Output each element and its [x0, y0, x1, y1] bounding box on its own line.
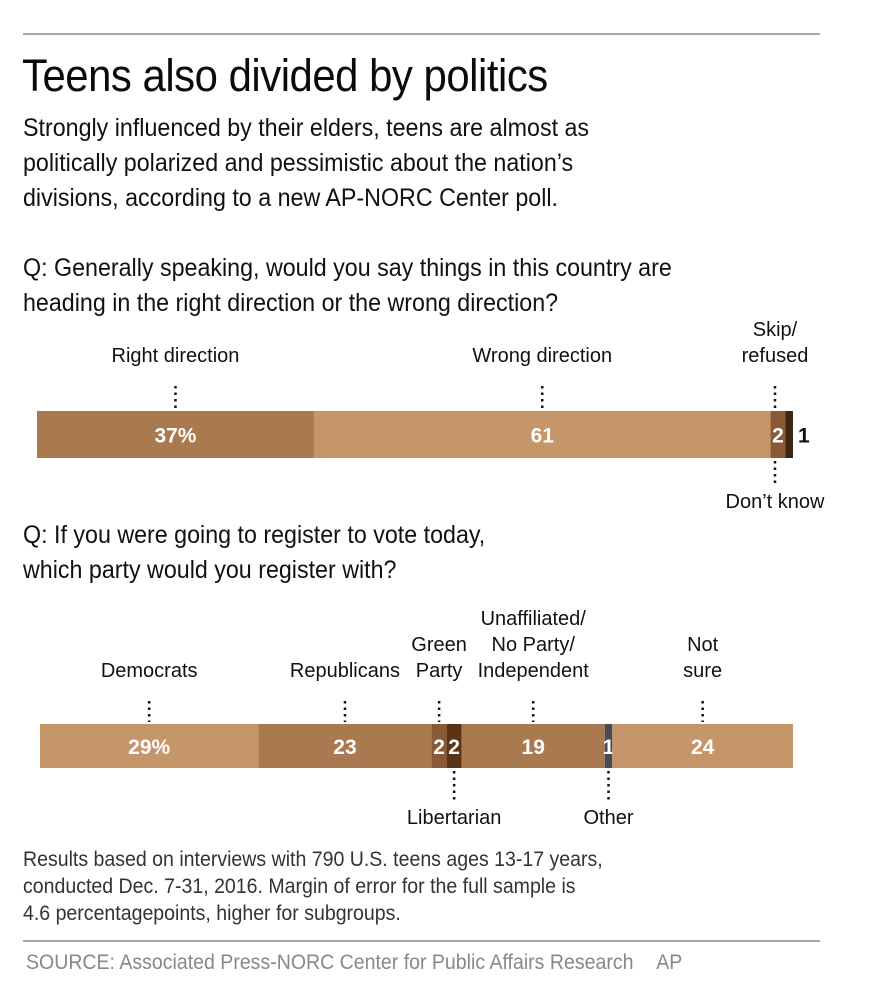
bar-segment-unaffiliated-no-party-independent [461, 724, 605, 768]
category-label-don-t-know: Don’t know [726, 491, 825, 513]
footer-rule [23, 940, 820, 942]
subtitle-line: politically polarized and pessimistic ab… [23, 149, 574, 177]
note-line: conducted Dec. 7-31, 2016. Margin of err… [23, 875, 576, 898]
value-label-wrong-direction: 61 [531, 425, 555, 448]
category-label-unaffiliated-no-party-independent: Independent [478, 660, 590, 682]
source-line: SOURCE: Associated Press-NORC Center for… [26, 951, 682, 975]
bar-segment-not-sure [612, 724, 793, 768]
value-label-not-sure: 24 [691, 736, 715, 759]
value-label-green-party: 2 [433, 736, 445, 759]
bar-segment-democrats [40, 724, 259, 768]
value-label-skip-refused: 1 [798, 425, 810, 448]
chart-title: Teens also divided by politics [22, 50, 548, 101]
category-label-unaffiliated-no-party-independent: Unaffiliated/ [481, 608, 587, 630]
bar-segment-other [604, 724, 613, 768]
top-rule [23, 33, 820, 35]
bar-segment-don-t-know [770, 411, 786, 458]
category-label-right-direction: Right direction [112, 345, 240, 367]
note-line: 4.6 percentagepoints, higher for subgrou… [23, 902, 401, 925]
subtitle-line: divisions, according to a new AP-NORC Ce… [23, 184, 558, 212]
value-label-right-direction: 37% [154, 425, 196, 448]
question-2-line: which party would you register with? [23, 556, 397, 584]
question-1: Q: Generally speaking, would you say thi… [23, 251, 672, 321]
bar-segment-libertarian [446, 724, 462, 768]
methodology-note: Results based on interviews with 790 U.S… [23, 846, 603, 927]
category-label-unaffiliated-no-party-independent: No Party/ [492, 634, 576, 656]
category-label-wrong-direction: Wrong direction [472, 345, 612, 367]
bar-segment-republicans [258, 724, 432, 768]
category-label-democrats: Democrats [101, 660, 198, 682]
bar-segment-wrong-direction [313, 411, 771, 458]
category-label-skip-refused: refused [742, 345, 809, 367]
value-label-don-t-know: 2 [772, 425, 784, 448]
question-1-line: Q: Generally speaking, would you say thi… [23, 254, 672, 282]
value-label-libertarian: 2 [448, 736, 460, 759]
subtitle: Strongly influenced by their elders, tee… [23, 111, 589, 216]
category-label-green-party: Party [416, 660, 463, 682]
value-label-other: 1 [603, 736, 615, 759]
question-2: Q: If you were going to register to vote… [23, 518, 485, 588]
value-label-unaffiliated-no-party-independent: 19 [522, 736, 545, 759]
category-label-republicans: Republicans [290, 660, 400, 682]
subtitle-line: Strongly influenced by their elders, tee… [23, 114, 590, 142]
source-text: SOURCE: Associated Press-NORC Center for… [26, 951, 634, 974]
category-label-not-sure: Not [687, 634, 719, 656]
category-label-not-sure: sure [683, 660, 722, 682]
category-label-libertarian: Libertarian [407, 807, 502, 829]
bar-segment-right-direction [37, 411, 314, 458]
category-label-skip-refused: Skip/ [753, 319, 798, 341]
bar-segment-green-party [431, 724, 447, 768]
category-label-green-party: Green [411, 634, 467, 656]
bar-segment-skip-refused [785, 411, 793, 458]
ap-credit: AP [656, 951, 683, 974]
category-label-other: Other [583, 807, 633, 829]
note-line: Results based on interviews with 790 U.S… [23, 848, 603, 871]
value-label-republicans: 23 [333, 736, 356, 759]
value-label-democrats: 29% [128, 736, 170, 759]
question-1-line: heading in the right direction or the wr… [23, 289, 559, 317]
question-2-line: Q: If you were going to register to vote… [23, 521, 486, 549]
